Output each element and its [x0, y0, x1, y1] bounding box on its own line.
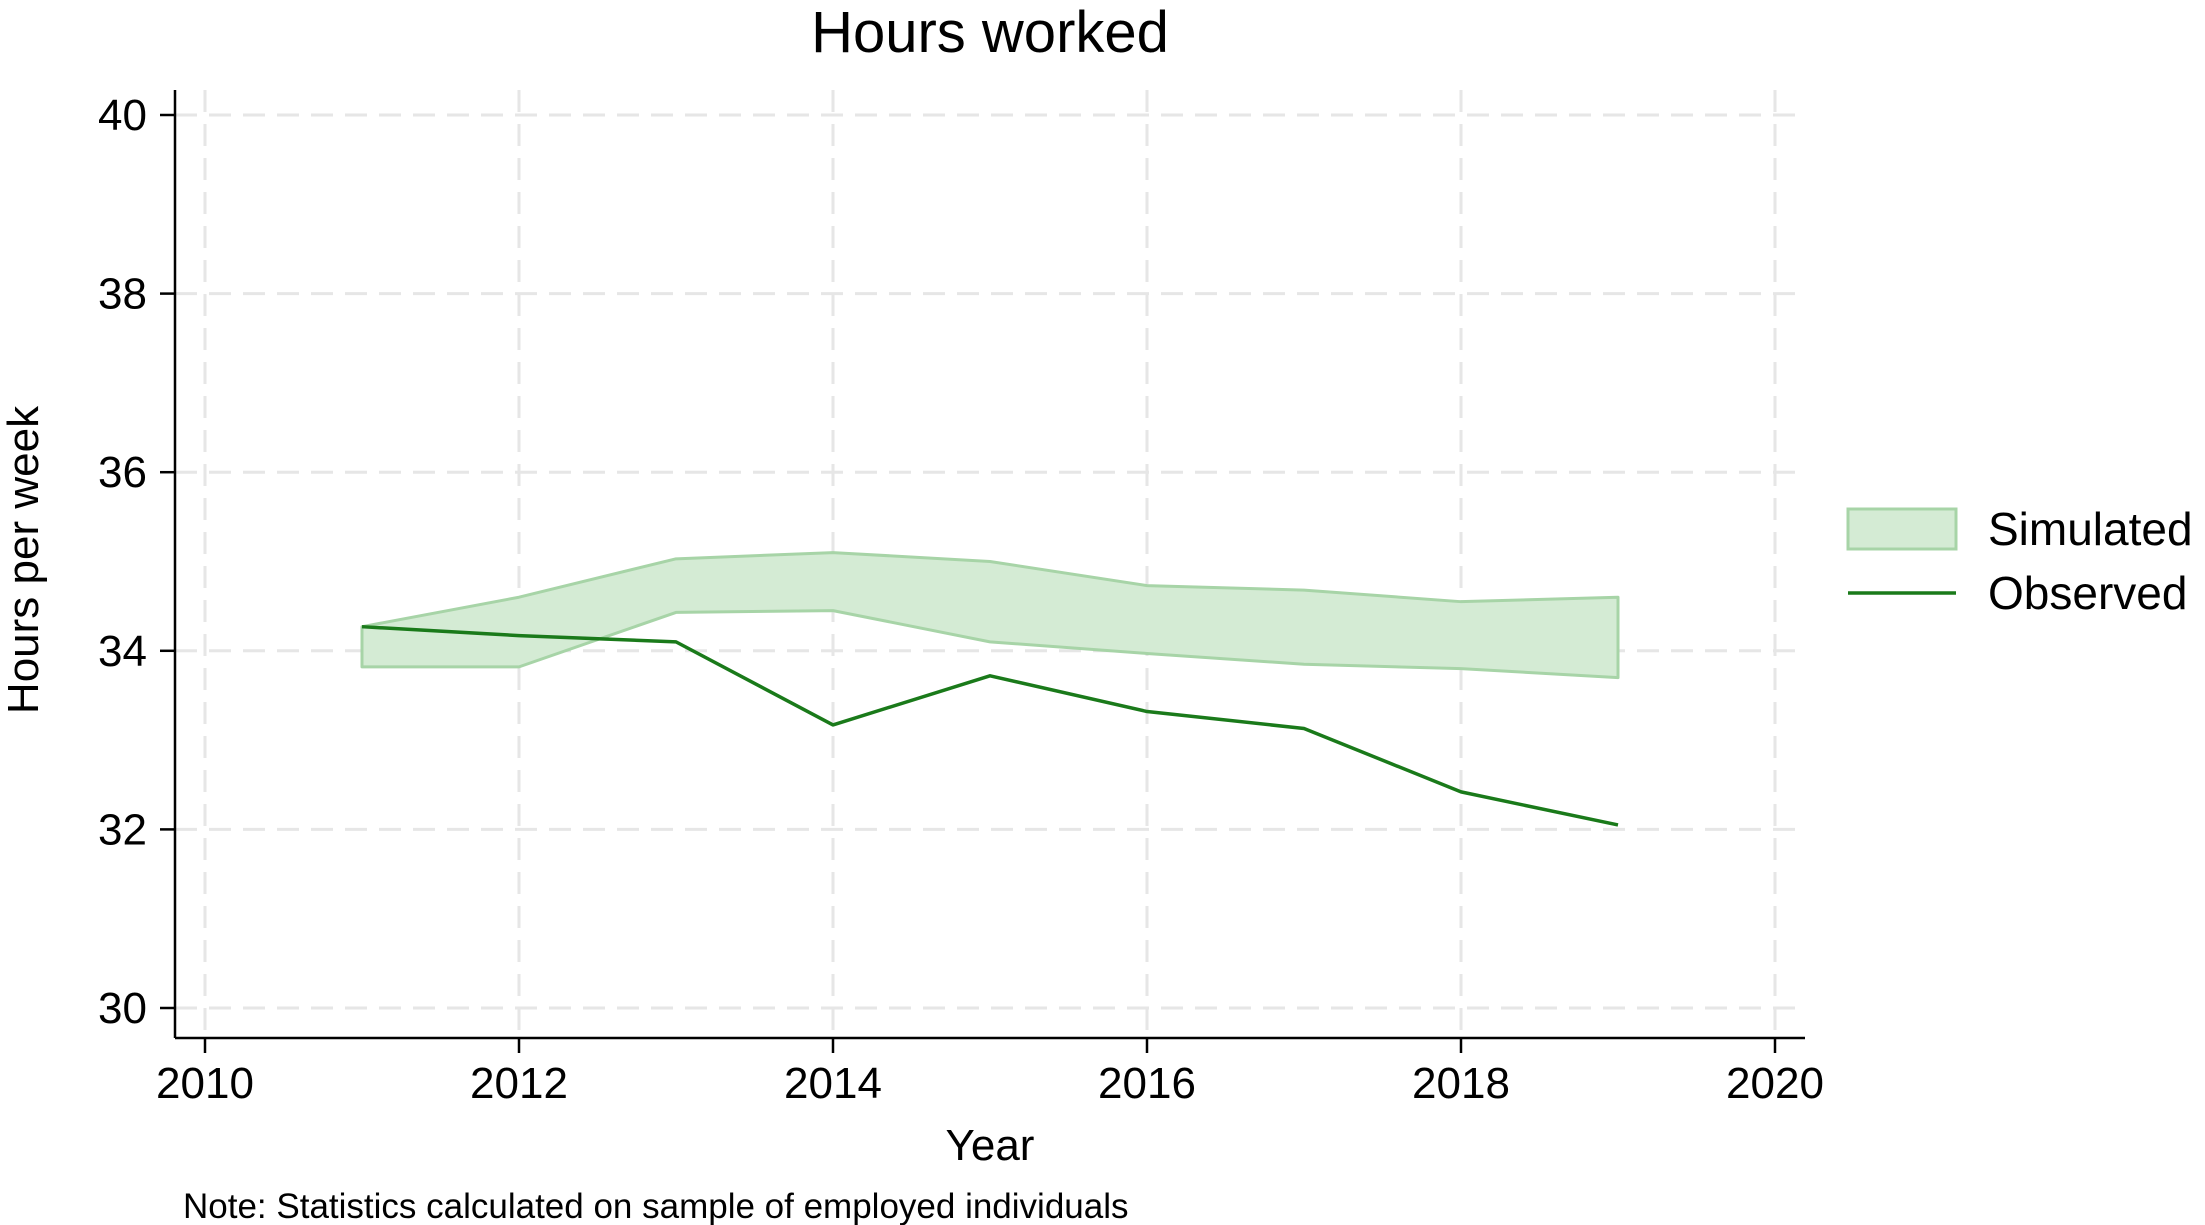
legend-label-simulated: Simulated	[1988, 503, 2193, 555]
chart-title: Hours worked	[811, 0, 1169, 65]
y-tick-label-32: 32	[98, 805, 147, 854]
x-tick-label-2020: 2020	[1726, 1059, 1824, 1108]
plot-area	[360, 551, 1620, 827]
x-tick-label-2014: 2014	[784, 1059, 882, 1108]
legend-label-observed: Observed	[1988, 567, 2187, 619]
series-simulated-band	[360, 551, 1620, 680]
y-tick-label-38: 38	[98, 270, 147, 319]
axes: 30 32 34 36 38 40 2010 2012 2014 2016 2018 2020	[98, 90, 1824, 1108]
x-tick-label-2016: 2016	[1098, 1059, 1196, 1108]
y-tick-label-30: 30	[98, 984, 147, 1033]
grid-lines	[175, 90, 1805, 1038]
legend-swatch-simulated	[1846, 507, 1958, 551]
series-observed-line	[361, 624, 1619, 827]
y-tick-label-34: 34	[98, 627, 147, 676]
x-axis-label: Year	[946, 1121, 1035, 1170]
y-axis-label: Hours per week	[0, 405, 48, 714]
x-tick-label-2018: 2018	[1412, 1059, 1510, 1108]
y-tick-label-40: 40	[98, 91, 147, 140]
x-tick-label-2010: 2010	[156, 1059, 254, 1108]
y-tick-label-36: 36	[98, 448, 147, 497]
chart-note: Note: Statistics calculated on sample of…	[183, 1187, 1129, 1225]
legend: Simulated Observed	[1846, 503, 2193, 619]
x-tick-label-2012: 2012	[470, 1059, 568, 1108]
